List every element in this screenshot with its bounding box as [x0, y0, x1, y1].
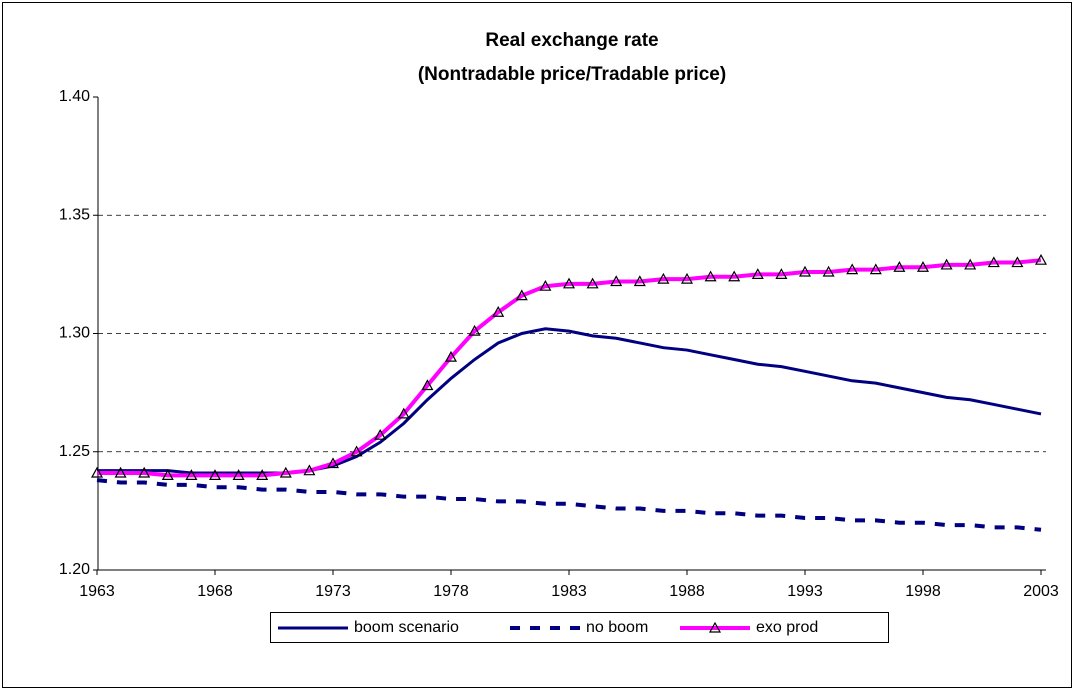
- series-marker: [539, 279, 552, 291]
- legend-label: no boom: [586, 619, 648, 636]
- series-marker: [610, 275, 623, 287]
- series-marker: [1034, 253, 1048, 265]
- series-marker: [90, 466, 104, 478]
- series-marker: [940, 258, 953, 270]
- series-marker: [893, 261, 906, 272]
- series-marker: [586, 277, 599, 289]
- series-marker: [633, 275, 646, 287]
- series-marker: [869, 263, 882, 275]
- series-marker: [397, 407, 410, 419]
- series-marker: [680, 272, 694, 284]
- series-marker: [374, 428, 387, 440]
- series-marker: [303, 464, 316, 476]
- series-marker: [987, 256, 1000, 268]
- series-marker: [326, 457, 340, 469]
- series-marker: [964, 258, 977, 270]
- series-marker: [350, 445, 363, 457]
- x-tick-label: 1988: [669, 583, 705, 600]
- series-line: [97, 258, 1042, 478]
- legend-label: boom scenario: [354, 619, 459, 636]
- series-marker: [916, 261, 930, 272]
- series-marker: [492, 305, 505, 317]
- chart-subtitle: (Nontradable price/Tradable price): [418, 64, 726, 85]
- series-marker: [562, 277, 576, 289]
- series-marker: [232, 469, 245, 480]
- series-marker: [279, 466, 292, 478]
- x-tick-label: 1978: [433, 583, 469, 600]
- chart-title: Real exchange rate: [485, 30, 658, 51]
- y-tick-label: 1.40: [59, 88, 90, 105]
- series-marker: [421, 379, 434, 391]
- x-tick-label: 1963: [79, 583, 115, 600]
- x-tick-label: 1993: [787, 583, 823, 600]
- series-marker: [728, 270, 741, 282]
- x-tick-label: 1983: [551, 583, 587, 600]
- series-marker: [846, 263, 859, 275]
- y-tick-label: 1.30: [59, 325, 90, 342]
- y-tick-label: 1.20: [59, 561, 90, 578]
- x-tick-label: 2003: [1023, 583, 1059, 600]
- series-marker: [1011, 256, 1024, 268]
- series-marker: [822, 265, 835, 277]
- series-marker: [208, 469, 222, 480]
- series-marker: [444, 350, 458, 362]
- series-marker: [751, 268, 764, 279]
- y-tick-label: 1.35: [59, 206, 90, 223]
- series-line: [96, 478, 1042, 532]
- series-marker: [775, 268, 788, 279]
- series-marker: [468, 324, 481, 336]
- x-tick-label: 1968: [197, 583, 233, 600]
- legend-marker: [708, 621, 722, 633]
- series-marker: [657, 272, 670, 284]
- legend: boom scenario no boom exo prod: [270, 612, 889, 643]
- x-tick-label: 1998: [905, 583, 941, 600]
- series-marker: [185, 469, 198, 480]
- legend-label: exo prod: [756, 619, 818, 636]
- series-marker: [114, 466, 127, 478]
- series-line: [97, 327, 1042, 475]
- series-marker: [515, 289, 528, 301]
- series-marker: [256, 469, 269, 480]
- x-tick-label: 1973: [315, 583, 351, 600]
- y-tick-label: 1.25: [59, 443, 90, 460]
- series-marker: [138, 466, 151, 478]
- series-marker: [704, 270, 717, 282]
- series-marker: [798, 265, 812, 277]
- series-marker: [161, 469, 174, 480]
